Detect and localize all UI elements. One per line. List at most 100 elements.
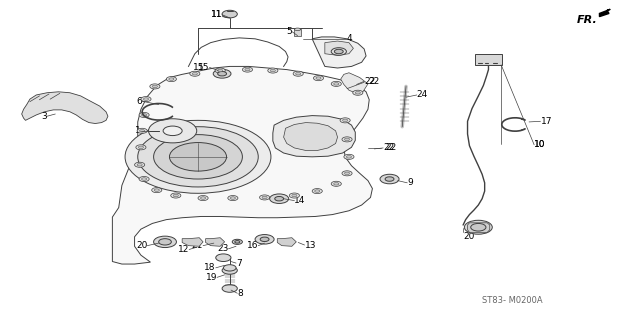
Circle shape [192, 72, 197, 75]
Text: 16: 16 [247, 241, 258, 250]
Polygon shape [312, 37, 366, 68]
Circle shape [171, 193, 181, 198]
Circle shape [137, 128, 147, 133]
Text: 7: 7 [236, 259, 242, 268]
Circle shape [233, 239, 243, 244]
Text: 18: 18 [204, 263, 216, 272]
Circle shape [269, 194, 289, 204]
Text: 22: 22 [364, 77, 375, 86]
Circle shape [334, 83, 339, 85]
Circle shape [355, 92, 361, 94]
Circle shape [141, 97, 151, 102]
Circle shape [140, 130, 145, 132]
Circle shape [331, 81, 341, 86]
Circle shape [293, 71, 303, 76]
Circle shape [150, 84, 160, 89]
Circle shape [152, 85, 157, 88]
Text: 15: 15 [198, 63, 210, 72]
Circle shape [222, 267, 238, 274]
FancyBboxPatch shape [475, 54, 503, 66]
Circle shape [260, 237, 269, 242]
Circle shape [216, 254, 231, 261]
Circle shape [222, 285, 238, 292]
Circle shape [464, 220, 492, 234]
Circle shape [125, 120, 271, 193]
Polygon shape [325, 41, 354, 55]
Circle shape [213, 69, 231, 78]
Circle shape [347, 156, 352, 158]
Text: 22: 22 [385, 143, 396, 152]
Circle shape [334, 49, 343, 54]
Text: 21: 21 [192, 241, 203, 250]
Circle shape [148, 119, 197, 143]
Polygon shape [294, 29, 301, 36]
Circle shape [343, 119, 348, 122]
Circle shape [134, 162, 145, 167]
Circle shape [154, 135, 243, 179]
Text: FR.: FR. [577, 15, 598, 25]
Circle shape [143, 98, 148, 100]
Polygon shape [283, 123, 338, 150]
Circle shape [245, 68, 250, 71]
Circle shape [316, 77, 321, 79]
Text: 15: 15 [193, 63, 204, 72]
Polygon shape [599, 9, 610, 17]
Circle shape [228, 196, 238, 201]
Circle shape [141, 114, 147, 116]
Text: 11: 11 [211, 10, 222, 19]
Text: 1: 1 [135, 126, 141, 135]
Circle shape [159, 239, 171, 245]
Circle shape [255, 235, 274, 244]
Circle shape [235, 241, 240, 243]
Text: 6: 6 [136, 97, 142, 106]
Circle shape [139, 177, 149, 181]
Polygon shape [277, 238, 296, 246]
Text: 13: 13 [304, 241, 316, 250]
Text: 9: 9 [407, 178, 413, 187]
Circle shape [136, 145, 146, 150]
Polygon shape [341, 73, 368, 93]
Circle shape [154, 189, 159, 191]
Circle shape [334, 182, 339, 185]
Circle shape [345, 172, 350, 175]
Circle shape [342, 137, 352, 142]
Text: 10: 10 [534, 140, 546, 149]
Circle shape [340, 118, 350, 123]
Polygon shape [468, 223, 490, 232]
Circle shape [154, 236, 176, 248]
Circle shape [169, 78, 174, 80]
Circle shape [345, 138, 350, 141]
Ellipse shape [294, 28, 301, 31]
Circle shape [331, 181, 341, 186]
Circle shape [141, 178, 147, 180]
Text: 17: 17 [540, 117, 552, 126]
Circle shape [296, 72, 301, 75]
Circle shape [152, 188, 162, 193]
Circle shape [243, 67, 252, 72]
Circle shape [224, 265, 236, 271]
Text: 22: 22 [383, 143, 394, 152]
Text: 5: 5 [286, 27, 292, 36]
Circle shape [218, 69, 223, 72]
Text: ST83- M0200A: ST83- M0200A [482, 296, 543, 305]
Polygon shape [22, 92, 108, 124]
Circle shape [139, 112, 149, 117]
Circle shape [218, 71, 227, 76]
Polygon shape [273, 116, 355, 157]
Circle shape [163, 126, 182, 136]
Circle shape [231, 197, 236, 199]
Text: 20: 20 [463, 232, 475, 241]
Circle shape [166, 76, 176, 82]
Text: 8: 8 [238, 289, 243, 298]
Text: 3: 3 [41, 112, 47, 121]
Text: 14: 14 [294, 196, 306, 205]
Circle shape [259, 195, 269, 200]
Circle shape [222, 10, 238, 18]
Circle shape [275, 196, 283, 201]
Circle shape [138, 127, 258, 187]
Text: 10: 10 [534, 140, 546, 149]
Circle shape [201, 197, 206, 199]
Text: 19: 19 [206, 273, 217, 282]
Circle shape [190, 71, 200, 76]
Text: 12: 12 [178, 245, 189, 254]
